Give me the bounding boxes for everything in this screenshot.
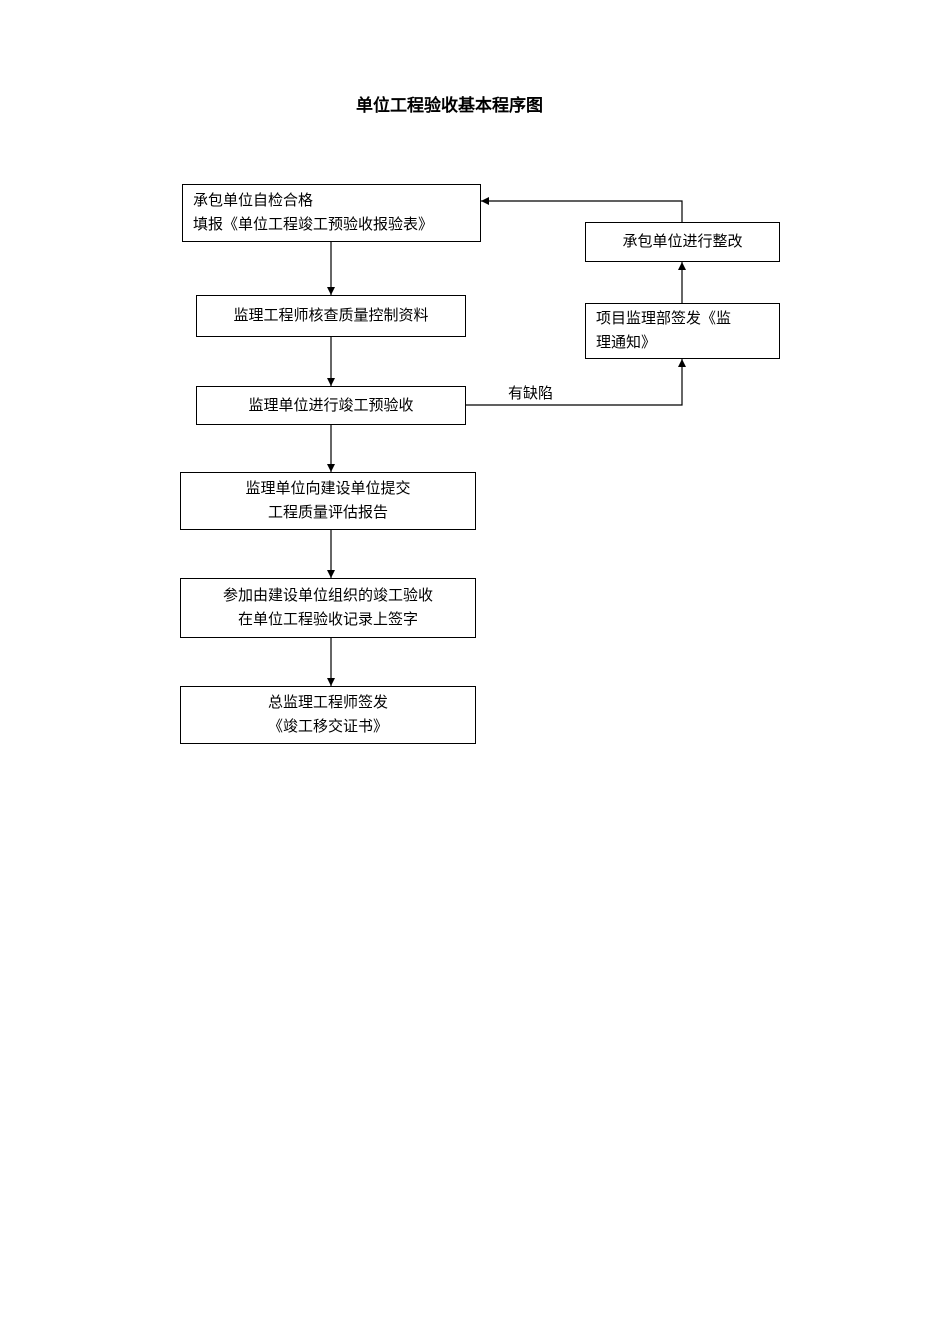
- flowchart-node-n7: 承包单位进行整改: [585, 222, 780, 262]
- flowchart-node-n5: 参加由建设单位组织的竣工验收在单位工程验收记录上签字: [180, 578, 476, 638]
- edge-5: [466, 359, 682, 405]
- flowchart-node-n6: 总监理工程师签发《竣工移交证书》: [180, 686, 476, 744]
- node-text-line: 参加由建设单位组织的竣工验收: [223, 584, 433, 608]
- flowchart-node-n4: 监理单位向建设单位提交工程质量评估报告: [180, 472, 476, 530]
- node-text-line: 监理单位进行竣工预验收: [248, 394, 413, 418]
- node-text-line: 项目监理部签发《监: [596, 307, 731, 331]
- node-text-line: 监理单位向建设单位提交: [245, 477, 410, 501]
- flowchart-node-n3: 监理单位进行竣工预验收: [196, 386, 466, 425]
- node-text-line: 工程质量评估报告: [268, 501, 388, 525]
- node-text-line: 在单位工程验收记录上签字: [238, 608, 418, 632]
- flowchart-node-n2: 监理工程师核查质量控制资料: [196, 295, 466, 337]
- node-text-line: 承包单位自检合格: [193, 189, 313, 213]
- node-text-line: 承包单位进行整改: [622, 230, 742, 254]
- flowchart-node-n8: 项目监理部签发《监理通知》: [585, 303, 780, 359]
- node-text-line: 理通知》: [596, 331, 656, 355]
- page-title: 单位工程验收基本程序图: [356, 91, 543, 116]
- edge-7: [481, 201, 682, 222]
- node-text-line: 填报《单位工程竣工预验收报验表》: [193, 213, 433, 237]
- node-text-line: 《竣工移交证书》: [268, 715, 388, 739]
- node-text-line: 监理工程师核查质量控制资料: [233, 304, 428, 328]
- edge-label-5: 有缺陷: [508, 382, 553, 403]
- node-text-line: 总监理工程师签发: [268, 691, 388, 715]
- flowchart-node-n1: 承包单位自检合格填报《单位工程竣工预验收报验表》: [182, 184, 481, 242]
